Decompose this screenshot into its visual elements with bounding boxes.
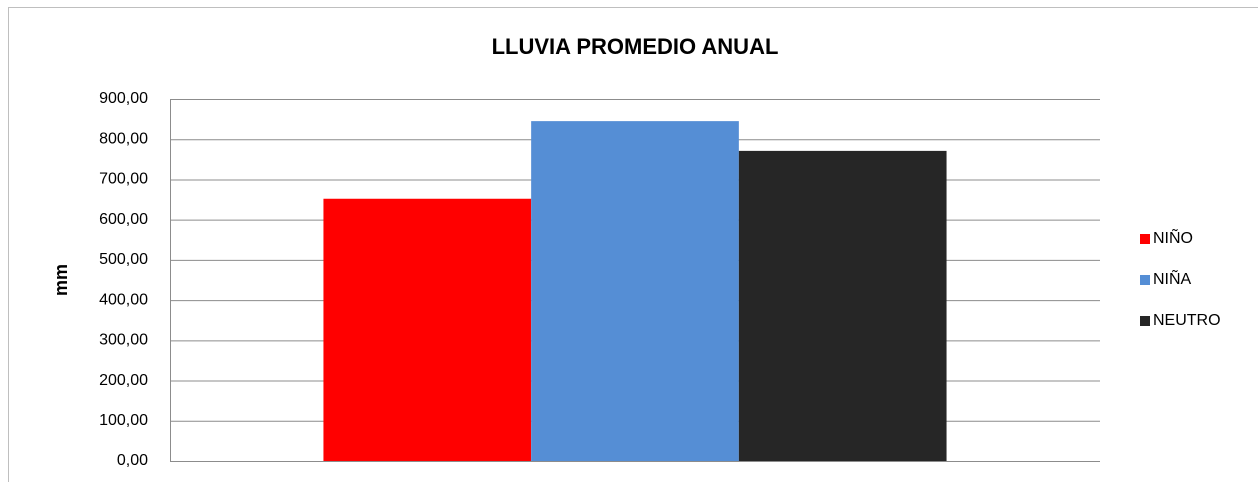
y-tick-label: 900,00: [99, 90, 148, 107]
y-tick-label: 200,00: [99, 372, 148, 389]
bar: [738, 150, 947, 462]
legend-swatch: [1140, 316, 1150, 326]
y-tick-label: 600,00: [99, 211, 148, 228]
y-tick-label: 0,00: [117, 452, 148, 469]
chart-title: LLUVIA PROMEDIO ANUAL: [492, 34, 779, 59]
y-tick-label: 800,00: [99, 130, 148, 147]
legend-label: NIÑA: [1153, 268, 1192, 288]
y-tick-label: 100,00: [99, 412, 148, 429]
legend-label: NEUTRO: [1153, 312, 1221, 329]
y-tick-label: 700,00: [99, 171, 148, 188]
y-axis-label: mm: [51, 264, 71, 296]
y-tick-label: 400,00: [99, 291, 148, 308]
bar: [323, 198, 532, 462]
bar: [531, 121, 739, 461]
legend-label: NIÑO: [1153, 227, 1193, 247]
legend-swatch: [1140, 275, 1150, 285]
legend-swatch: [1140, 234, 1150, 244]
y-tick-label: 300,00: [99, 332, 148, 349]
y-tick-label: 500,00: [99, 251, 148, 268]
